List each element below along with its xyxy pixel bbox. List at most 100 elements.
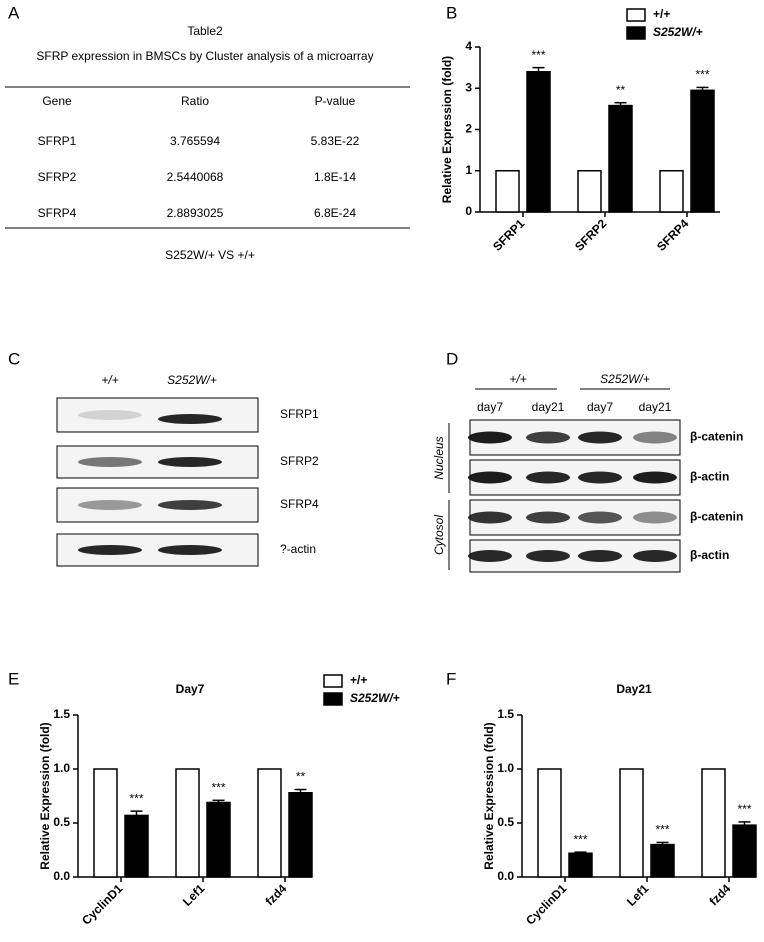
lane-label: S252W/+ xyxy=(167,373,217,387)
legend-swatch xyxy=(626,8,646,22)
table-header: Gene xyxy=(42,94,72,108)
bar xyxy=(690,89,715,213)
blot-label: SFRP4 xyxy=(280,497,319,511)
blot-box xyxy=(56,487,259,523)
y-tick-label: 1.0 xyxy=(497,761,514,775)
band xyxy=(633,550,677,562)
y-axis-label: Relative Expression (fold) xyxy=(38,722,52,869)
legend-swatch xyxy=(626,26,646,40)
y-tick-label: 2 xyxy=(465,122,472,136)
table-cell: 5.83E-22 xyxy=(311,134,360,148)
band xyxy=(468,550,512,562)
band xyxy=(158,457,222,467)
error-bar xyxy=(130,810,143,816)
band xyxy=(578,471,622,484)
bar xyxy=(659,170,684,213)
panel-label: C xyxy=(8,349,20,368)
charts: 0 1 2 3 4 Relative Expression (fold) *** SFRP1 *… xyxy=(38,7,757,928)
lane-label: day21 xyxy=(639,400,672,414)
blot-label: β-catenin xyxy=(690,430,743,444)
blot-label: β-catenin xyxy=(690,510,743,524)
y-axis-label: Relative Expression (fold) xyxy=(482,722,496,869)
y-tick-label: 1.0 xyxy=(53,761,70,775)
table-cell: 1.8E-14 xyxy=(314,170,356,184)
y-tick-label: 0 xyxy=(465,204,472,218)
significance: *** xyxy=(655,823,669,837)
blot-label: SFRP1 xyxy=(280,407,319,421)
error-bar xyxy=(532,66,545,72)
legend-label: +/+ xyxy=(653,7,670,21)
bar xyxy=(701,768,726,878)
band xyxy=(78,545,142,555)
error-bar xyxy=(738,821,751,826)
table-cell: SFRP4 xyxy=(38,206,77,220)
band xyxy=(468,511,512,524)
y-tick-label: 0.5 xyxy=(497,815,514,829)
y-tick-label: 0.0 xyxy=(53,869,70,883)
blot-label: β-actin xyxy=(690,548,729,562)
band xyxy=(78,410,142,420)
group-label: +/+ xyxy=(509,372,526,386)
bar xyxy=(288,792,313,878)
significance: *** xyxy=(737,802,751,816)
bar xyxy=(732,824,757,878)
table-cell: 3.765594 xyxy=(170,134,220,148)
y-tick-label: 0.5 xyxy=(53,815,70,829)
significance: ** xyxy=(296,770,306,784)
error-bar xyxy=(696,86,709,91)
lane-label: day7 xyxy=(587,400,613,414)
lane-label: day21 xyxy=(532,400,565,414)
band xyxy=(526,511,570,524)
error-bar xyxy=(656,841,669,845)
band xyxy=(578,511,622,524)
y-tick-label: 1.5 xyxy=(53,707,70,721)
band xyxy=(468,471,512,484)
band xyxy=(526,471,570,484)
band xyxy=(78,457,142,467)
blot-label: β-actin xyxy=(690,470,729,484)
legend-label: S252W/+ xyxy=(350,691,400,705)
band xyxy=(158,500,222,510)
lane-label: day7 xyxy=(477,400,503,414)
blot-label: SFRP2 xyxy=(280,454,319,468)
y-tick-label: 1 xyxy=(465,163,472,177)
band xyxy=(158,545,222,555)
table-title: Table2 xyxy=(187,24,223,38)
significance: *** xyxy=(695,68,709,82)
bar xyxy=(577,170,602,213)
bar xyxy=(206,801,231,878)
blot-label: ?-actin xyxy=(280,542,316,556)
bar xyxy=(608,104,633,213)
band xyxy=(526,550,570,562)
band xyxy=(633,511,677,524)
blot-d: +/+ S252W/+ day7 day21 day7 day21 β-catenin β-a… xyxy=(432,372,743,573)
y-tick-label: 1.5 xyxy=(497,707,514,721)
legend-swatch xyxy=(323,674,343,688)
table-cell: 6.8E-24 xyxy=(314,206,356,220)
panel-label: E xyxy=(8,669,19,688)
band xyxy=(633,471,677,484)
bar xyxy=(619,768,644,878)
band xyxy=(526,431,570,444)
significance: *** xyxy=(129,791,143,805)
compartment-label: Nucleus xyxy=(432,436,446,479)
compartment-label: Cytosol xyxy=(432,515,446,555)
table-caption: SFRP expression in BMSCs by Cluster anal… xyxy=(36,49,373,63)
y-tick-label: 3 xyxy=(465,80,472,94)
significance: ** xyxy=(616,83,626,97)
bar xyxy=(124,814,149,878)
panel-label: D xyxy=(446,349,458,368)
band xyxy=(633,431,677,444)
error-bar xyxy=(294,788,307,793)
table: Gene Ratio P-value SFRP1 3.765594 5.83E-22 SFR… xyxy=(38,94,360,220)
y-tick-label: 0.0 xyxy=(497,869,514,883)
group-label: S252W/+ xyxy=(600,372,650,386)
bar xyxy=(650,843,675,878)
band xyxy=(158,414,222,424)
table-cell: SFRP2 xyxy=(38,170,77,184)
band xyxy=(578,431,622,444)
bar xyxy=(93,768,118,878)
band xyxy=(578,550,622,562)
bar xyxy=(537,768,562,878)
